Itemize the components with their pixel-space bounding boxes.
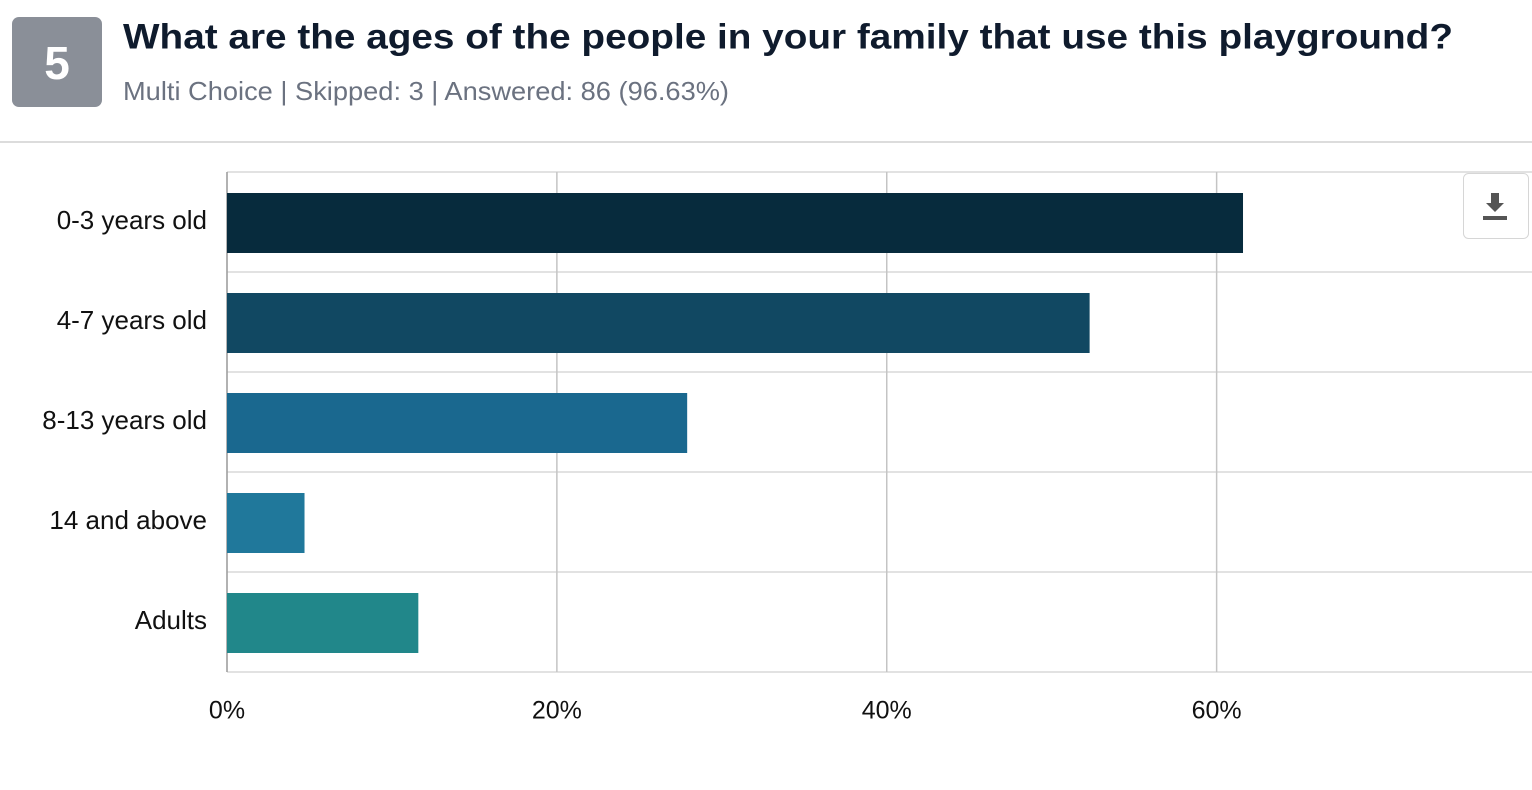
download-icon[interactable] [1483,193,1507,220]
y-tick-label: 0-3 years old [57,205,207,235]
y-tick-label: 4-7 years old [57,305,207,335]
bar [227,293,1090,353]
bar [227,393,688,453]
question-number: 5 [44,37,70,89]
question-subtitle: Multi Choice | Skipped: 3 | Answered: 86… [123,76,729,106]
question-title: What are the ages of the people in your … [123,17,1453,56]
plot: 0% 20% 40% 60% 0-3 years old 4-7 years old 8-1… [42,171,1532,725]
x-tick-label: 20% [532,697,582,725]
x-tick-label: 0% [209,697,245,725]
y-tick-label: 14 and above [49,505,207,535]
download-button[interactable] [1463,173,1529,239]
number-badge [12,17,102,107]
y-tick-label: Adults [135,605,207,635]
x-tick-label: 40% [862,697,912,725]
bar [227,493,305,553]
bar [227,593,419,653]
x-tick-label: 60% [1192,697,1242,725]
bar [227,193,1244,253]
y-tick-label: 8-13 years old [42,405,207,435]
